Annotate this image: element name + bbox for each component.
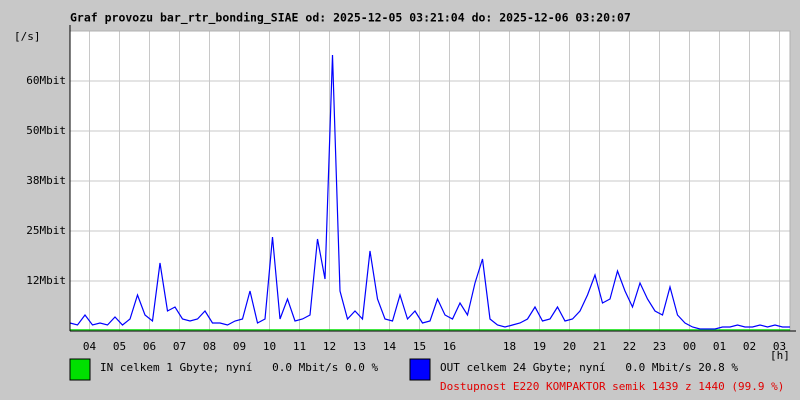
x-tick-label: 18: [503, 340, 516, 353]
x-tick-label: 22: [623, 340, 636, 353]
y-unit: [/s]: [14, 30, 41, 43]
y-tick-label: 25Mbit: [26, 224, 66, 237]
chart-title: Graf provozu bar_rtr_bonding_SIAE od: 20…: [70, 11, 631, 26]
x-tick-label: 23: [653, 340, 666, 353]
x-tick-label: 11: [293, 340, 306, 353]
y-tick-label: 38Mbit: [26, 174, 66, 187]
x-tick-label: 19: [533, 340, 546, 353]
x-tick-label: 06: [143, 340, 156, 353]
legend-swatch: [69, 358, 91, 381]
x-tick-label: 03: [773, 340, 786, 353]
x-tick-label: 05: [113, 340, 126, 353]
x-tick-label: 13: [353, 340, 366, 353]
legend-label: OUT celkem 24 Gbyte; nyní 0.0 Mbit/s 20.…: [440, 361, 738, 374]
x-tick-label: 04: [83, 340, 97, 353]
x-tick-label: 20: [563, 340, 576, 353]
x-tick-label: 15: [413, 340, 426, 353]
series-line: [69, 54, 790, 330]
x-tick-label: 09: [233, 340, 246, 353]
y-tick-label: 60Mbit: [26, 74, 66, 87]
x-tick-label: 07: [173, 340, 186, 353]
x-tick-label: 01: [713, 340, 726, 353]
x-unit: [h]: [770, 349, 790, 362]
x-tick-label: 10: [263, 340, 276, 353]
x-tick-label: 16: [443, 340, 456, 353]
x-tick-label: 02: [743, 340, 756, 353]
x-tick-label: 12: [323, 340, 336, 353]
x-tick-label: 00: [683, 340, 696, 353]
x-tick-label: 21: [593, 340, 606, 353]
y-tick-label: 50Mbit: [26, 124, 66, 137]
legend-swatch: [409, 358, 431, 381]
x-tick-label: 08: [203, 340, 216, 353]
legend-label: IN celkem 1 Gbyte; nyní 0.0 Mbit/s 0.0 %: [100, 361, 379, 374]
x-tick-label: 14: [383, 340, 397, 353]
availability-note: Dostupnost E220 KOMPAKTOR semik 1439 z 1…: [440, 380, 784, 393]
y-tick-label: 12Mbit: [26, 274, 66, 287]
